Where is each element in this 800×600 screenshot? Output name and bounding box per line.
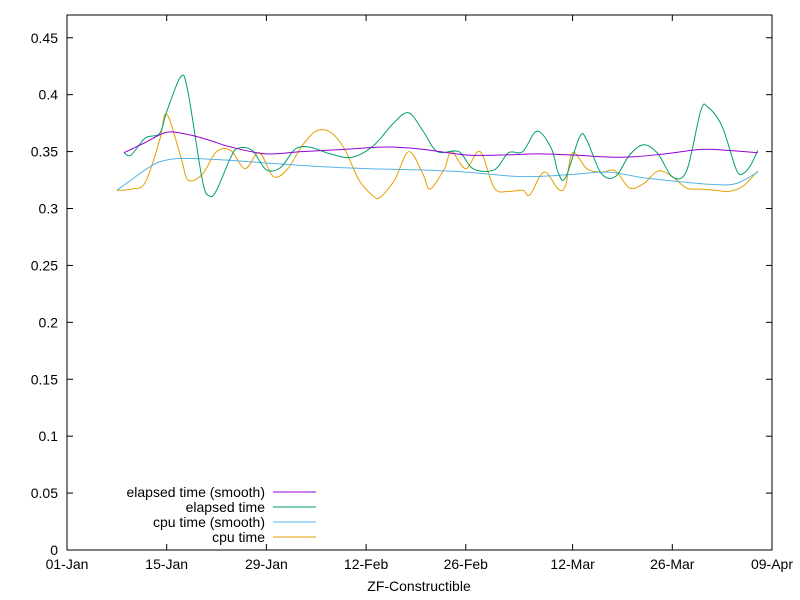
plot-frame (66, 14, 773, 551)
legend-label: cpu time (212, 529, 265, 545)
series-line-1 (123, 74, 759, 198)
y-tick-label: 0.4 (39, 87, 59, 103)
x-tick-label: 12-Feb (344, 556, 389, 572)
y-tick-label: 0.15 (31, 371, 58, 387)
x-tick-label: 01-Jan (46, 556, 89, 572)
x-tick-label: 15-Jan (145, 556, 188, 572)
legend-label: elapsed time (smooth) (126, 484, 265, 500)
y-tick-label: 0.1 (39, 428, 59, 444)
series-line-3 (116, 113, 759, 200)
x-tick-label: 12-Mar (550, 556, 595, 572)
y-tick-label: 0 (50, 542, 58, 558)
series-line-2 (116, 157, 758, 191)
x-tick-label: 09-Apr (751, 556, 793, 572)
legend-label: elapsed time (186, 499, 266, 515)
x-tick-label: 29-Jan (245, 556, 288, 572)
y-tick-label: 0.2 (39, 314, 59, 330)
axis-ticks: 0 0.05 0.1 0.15 0.2 0.25 0.3 0.35 0.4 0.45 01-Jan 1… (31, 15, 793, 572)
y-tick-label: 0.45 (31, 30, 58, 46)
y-tick-label: 0.05 (31, 485, 58, 501)
y-tick-label: 0.25 (31, 257, 58, 273)
x-tick-label: 26-Mar (650, 556, 695, 572)
x-tick-label: 26-Feb (444, 556, 489, 572)
y-tick-label: 0.3 (39, 201, 59, 217)
x-axis-label: ZF-Constructible (367, 578, 471, 594)
legend-label: cpu time (smooth) (153, 514, 265, 530)
series-lines (116, 74, 759, 200)
series-line-0 (123, 131, 758, 158)
y-tick-label: 0.35 (31, 144, 58, 160)
